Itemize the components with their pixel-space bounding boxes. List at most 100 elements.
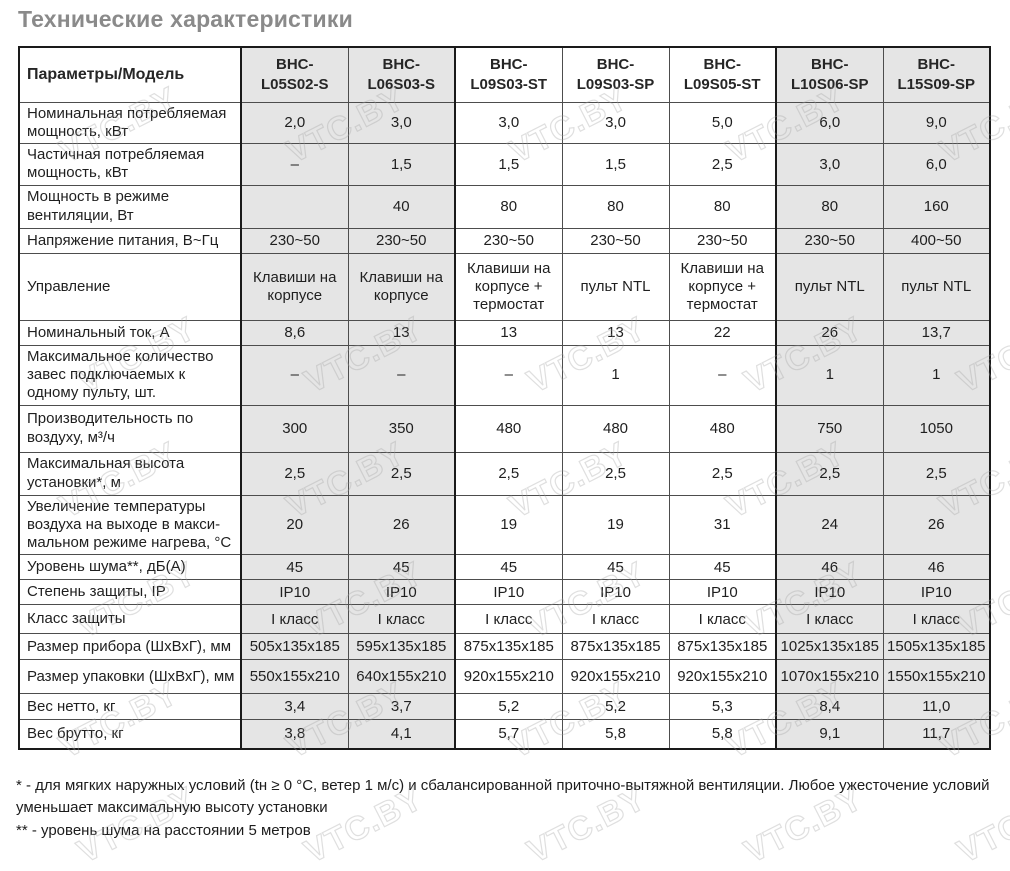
value-cell: 45 bbox=[561, 554, 670, 581]
value-cell: 3,0 bbox=[454, 101, 563, 145]
model-header-cell: ВНС- L10S06-SP bbox=[775, 46, 884, 103]
value-cell: 550x155x210 bbox=[240, 659, 349, 695]
value-cell: 45 bbox=[347, 554, 456, 581]
value-cell: I класс bbox=[561, 604, 670, 635]
value-cell: IP10 bbox=[347, 579, 456, 606]
value-cell: 5,8 bbox=[668, 719, 777, 750]
value-cell: 3,4 bbox=[240, 693, 349, 721]
param-cell: Вес нетто, кг bbox=[18, 693, 242, 721]
param-cell: Максимальная высота установки*, м bbox=[18, 451, 242, 496]
table-row: Уровень шума**, дБ(А) 45 45 45 45 45 46 46 bbox=[18, 554, 991, 581]
value-cell: 40 bbox=[347, 184, 456, 229]
value-cell: пульт NTL bbox=[775, 252, 884, 321]
value-cell: – bbox=[454, 344, 563, 406]
value-cell: 1 bbox=[775, 344, 884, 406]
value-cell: IP10 bbox=[775, 579, 884, 606]
value-cell: – bbox=[347, 344, 456, 406]
param-cell: Производительность по воздуху, м³/ч bbox=[18, 404, 242, 453]
value-cell: 480 bbox=[561, 404, 670, 453]
param-cell: Класс защиты bbox=[18, 604, 242, 635]
value-cell: 875x135x185 bbox=[668, 633, 777, 661]
value-cell: 3,0 bbox=[561, 101, 670, 145]
value-cell: 1050 bbox=[882, 404, 991, 453]
value-cell: I класс bbox=[882, 604, 991, 635]
value-cell: 6,0 bbox=[882, 143, 991, 186]
value-cell: пульт NTL bbox=[882, 252, 991, 321]
value-cell: 230~50 bbox=[775, 227, 884, 254]
value-cell: 1,5 bbox=[347, 143, 456, 186]
value-cell: 400~50 bbox=[882, 227, 991, 254]
value-cell: 1 bbox=[882, 344, 991, 406]
param-cell: Размер прибора (ШхВхГ), мм bbox=[18, 633, 242, 661]
param-cell: Номинальный ток, А bbox=[18, 319, 242, 346]
value-cell: 920x155x210 bbox=[454, 659, 563, 695]
value-cell: 1025x135x185 bbox=[775, 633, 884, 661]
value-cell: пульт NTL bbox=[561, 252, 670, 321]
value-cell: I класс bbox=[668, 604, 777, 635]
param-cell: Мощность в режиме вентиляции, Вт bbox=[18, 184, 242, 229]
param-cell: Управление bbox=[18, 252, 242, 321]
value-cell: 920x155x210 bbox=[561, 659, 670, 695]
footnote-1: * - для мягких наружных условий (tн ≥ 0 … bbox=[16, 776, 990, 817]
value-cell: 46 bbox=[775, 554, 884, 581]
value-cell: I класс bbox=[775, 604, 884, 635]
table-row: Размер прибора (ШхВхГ), мм 505x135x185 595… bbox=[18, 633, 991, 661]
value-cell: 2,5 bbox=[882, 451, 991, 496]
value-cell: Клавиши на корпусе + термостат bbox=[668, 252, 777, 321]
table-row: Мощность в режиме вентиляции, Вт 40 80 80 80… bbox=[18, 184, 991, 229]
table-row: Номинальная потребляемая мощность, кВт 2,… bbox=[18, 101, 991, 145]
value-cell: 230~50 bbox=[240, 227, 349, 254]
value-cell: 46 bbox=[882, 554, 991, 581]
table-header-row: Параметры/Модель ВНС- L05S02-S ВНС- L06S03… bbox=[18, 46, 991, 103]
value-cell: 2,0 bbox=[240, 101, 349, 145]
value-cell: IP10 bbox=[240, 579, 349, 606]
table-row: Класс защиты I класс I класс I класс I класс… bbox=[18, 604, 991, 635]
table-row: Максимальная высота установки*, м 2,5 2,5 2… bbox=[18, 451, 991, 496]
value-cell: 5,2 bbox=[454, 693, 563, 721]
value-cell: 2,5 bbox=[775, 451, 884, 496]
value-cell: 3,0 bbox=[347, 101, 456, 145]
value-cell: – bbox=[240, 344, 349, 406]
param-header-cell: Параметры/Модель bbox=[18, 46, 242, 103]
table-row: Степень защиты, IP IP10 IP10 IP10 IP10 IP10 IP… bbox=[18, 579, 991, 606]
value-cell: 505x135x185 bbox=[240, 633, 349, 661]
model-header-cell: ВНС- L06S03-S bbox=[347, 46, 456, 103]
value-cell: 1,5 bbox=[454, 143, 563, 186]
param-cell: Размер упаковки (ШхВхГ), мм bbox=[18, 659, 242, 695]
table-row: Производительность по воздуху, м³/ч 300 35… bbox=[18, 404, 991, 453]
param-cell: Увеличение температуры воздуха на выходе… bbox=[18, 494, 242, 556]
value-cell: 11,7 bbox=[882, 719, 991, 750]
table-row: Частичная потребляемая мощность, кВт –1,5… bbox=[18, 143, 991, 186]
table-row: Размер упаковки (ШхВхГ), мм 550x155x210 64… bbox=[18, 659, 991, 695]
model-header-cell: ВНС- L09S05-ST bbox=[668, 46, 777, 103]
value-cell: 11,0 bbox=[882, 693, 991, 721]
table-row: Вес нетто, кг 3,4 3,7 5,2 5,2 5,3 8,4 11,0 bbox=[18, 693, 991, 721]
value-cell: 13 bbox=[561, 319, 670, 346]
value-cell: I класс bbox=[454, 604, 563, 635]
value-cell: 5,3 bbox=[668, 693, 777, 721]
param-cell: Номинальная потребляемая мощность, кВт bbox=[18, 101, 242, 145]
value-cell: 230~50 bbox=[561, 227, 670, 254]
value-cell: 9,0 bbox=[882, 101, 991, 145]
value-cell: 920x155x210 bbox=[668, 659, 777, 695]
value-cell: 45 bbox=[668, 554, 777, 581]
table-row: Напряжение питания, В~Гц 230~50 230~50 230~… bbox=[18, 227, 991, 254]
value-cell: 2,5 bbox=[561, 451, 670, 496]
value-cell: 2,5 bbox=[454, 451, 563, 496]
value-cell: 8,6 bbox=[240, 319, 349, 346]
value-cell: 45 bbox=[454, 554, 563, 581]
value-cell: I класс bbox=[347, 604, 456, 635]
spec-table: Параметры/Модель ВНС- L05S02-S ВНС- L06S03… bbox=[18, 46, 991, 750]
value-cell: 13,7 bbox=[882, 319, 991, 346]
value-cell: 80 bbox=[454, 184, 563, 229]
param-cell: Частичная потребляемая мощность, кВт bbox=[18, 143, 242, 186]
value-cell: 230~50 bbox=[347, 227, 456, 254]
value-cell: Клавиши на корпусе bbox=[347, 252, 456, 321]
value-cell: 350 bbox=[347, 404, 456, 453]
value-cell: 2,5 bbox=[668, 451, 777, 496]
page-title: Технические характеристики bbox=[18, 6, 353, 32]
value-cell: 26 bbox=[347, 494, 456, 556]
value-cell: 80 bbox=[668, 184, 777, 229]
table-row: Номинальный ток, А 8,6 13 13 13 22 26 13,7 bbox=[18, 319, 991, 346]
value-cell: 26 bbox=[882, 494, 991, 556]
